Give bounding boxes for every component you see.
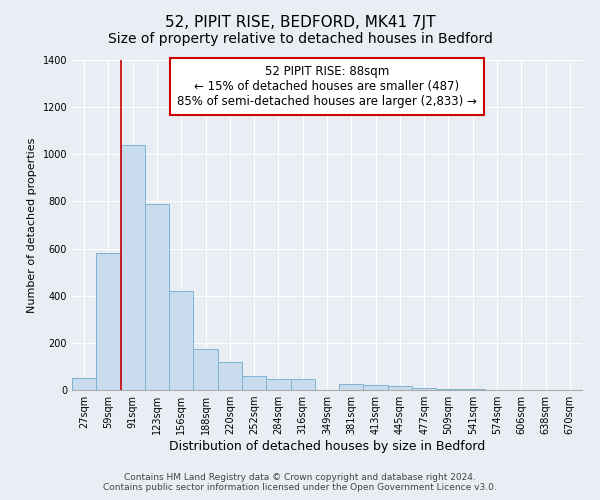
Bar xyxy=(436,389,461,390)
Bar xyxy=(266,378,290,390)
Bar xyxy=(96,254,121,390)
Bar xyxy=(339,384,364,390)
Bar xyxy=(218,362,242,390)
Bar xyxy=(364,385,388,390)
Bar xyxy=(169,291,193,390)
Bar xyxy=(121,145,145,390)
Bar xyxy=(388,386,412,390)
Text: Size of property relative to detached houses in Bedford: Size of property relative to detached ho… xyxy=(107,32,493,46)
Bar xyxy=(145,204,169,390)
Text: 52, PIPIT RISE, BEDFORD, MK41 7JT: 52, PIPIT RISE, BEDFORD, MK41 7JT xyxy=(165,15,435,30)
Bar xyxy=(290,378,315,390)
Bar xyxy=(193,349,218,390)
Y-axis label: Number of detached properties: Number of detached properties xyxy=(27,138,37,312)
X-axis label: Distribution of detached houses by size in Bedford: Distribution of detached houses by size … xyxy=(169,440,485,453)
Text: Contains HM Land Registry data © Crown copyright and database right 2024.
Contai: Contains HM Land Registry data © Crown c… xyxy=(103,473,497,492)
Text: 52 PIPIT RISE: 88sqm
← 15% of detached houses are smaller (487)
85% of semi-deta: 52 PIPIT RISE: 88sqm ← 15% of detached h… xyxy=(177,65,477,108)
Bar xyxy=(242,376,266,390)
Bar xyxy=(412,388,436,390)
Bar xyxy=(72,378,96,390)
